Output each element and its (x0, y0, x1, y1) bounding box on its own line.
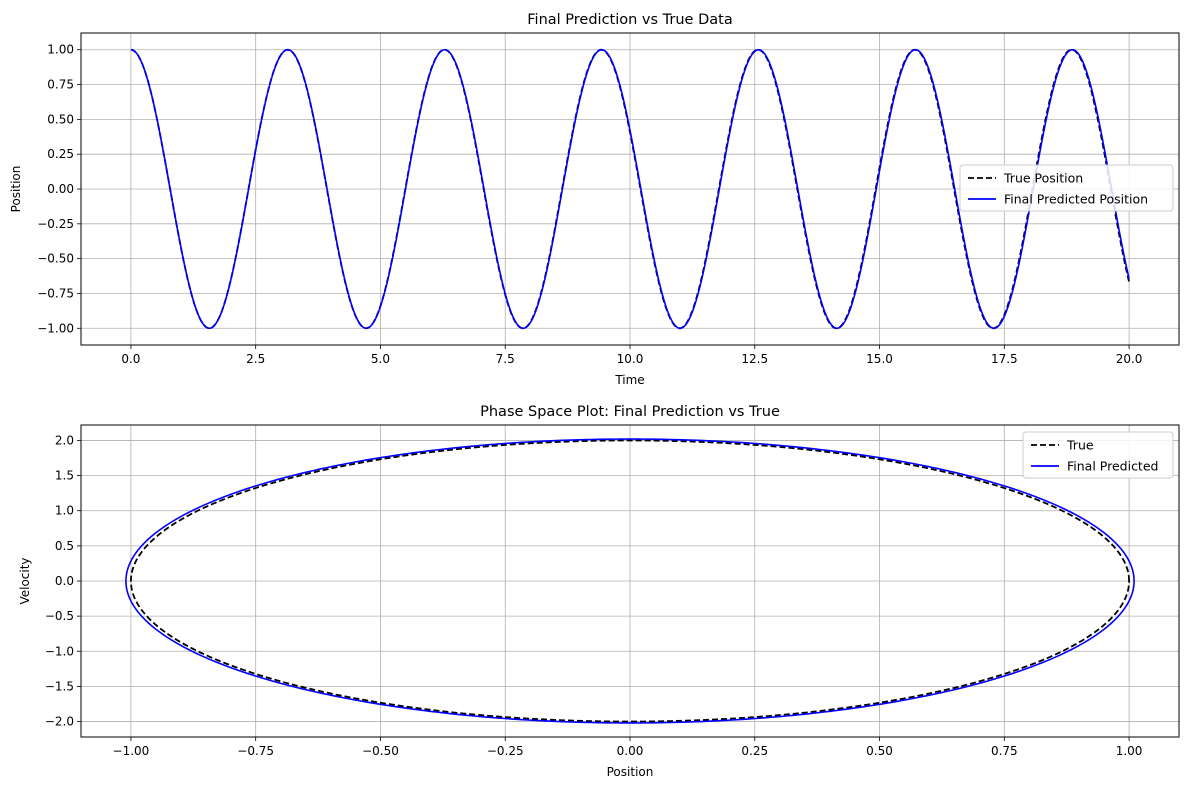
y-tick-label: 0.75 (47, 78, 74, 92)
legend: True Final Predicted (1023, 432, 1173, 478)
y-tick-label: −1.00 (37, 321, 74, 335)
x-tick-label: 1.00 (1116, 744, 1143, 758)
y-axis-label: Velocity (18, 557, 32, 604)
y-tick-label: −2.0 (45, 715, 74, 729)
y-axis-label: Position (9, 166, 23, 213)
y-tick-label: 1.00 (47, 43, 74, 57)
y-tick-label: 2.0 (55, 433, 74, 447)
legend-entry-label: Final Predicted (1067, 459, 1158, 474)
legend-entry-label: True (1066, 438, 1094, 453)
y-tick-label: 1.0 (55, 504, 74, 518)
x-tick-label: −1.00 (113, 744, 150, 758)
legend: True Position Final Predicted Position (960, 165, 1173, 211)
x-tick-label: −0.75 (237, 744, 274, 758)
x-tick-label: 0.75 (991, 744, 1018, 758)
grid (81, 425, 1179, 737)
y-tick-label: 0.00 (47, 182, 74, 196)
chart-1: 0.0 2.5 5.0 7.5 10.0 12.5 15.0 17.5 20.0 −1.00 −0.… (9, 12, 1179, 387)
x-tick-label: 0.50 (866, 744, 893, 758)
y-tick-label: −1.5 (45, 679, 74, 693)
chart-title: Phase Space Plot: Final Prediction vs Tr… (480, 404, 780, 420)
chart-2: −1.00 −0.75 −0.50 −0.25 0.00 0.25 0.50 0.75 1.00… (18, 404, 1179, 779)
x-tick-label: 15.0 (866, 352, 893, 366)
x-tick-label: 0.0 (121, 352, 140, 366)
y-tick-label: −0.5 (45, 609, 74, 623)
x-tick-label: 0.25 (741, 744, 768, 758)
x-tick-label: 10.0 (617, 352, 644, 366)
x-tick-label: 12.5 (741, 352, 768, 366)
x-tick-label: −0.50 (362, 744, 399, 758)
y-tick-label: 0.25 (47, 147, 74, 161)
x-tick-label: 5.0 (371, 352, 390, 366)
chart-title: Final Prediction vs True Data (527, 12, 732, 28)
x-tick-label: 0.00 (617, 744, 644, 758)
y-tick-label: 0.50 (47, 112, 74, 126)
x-tick-label: −0.25 (487, 744, 524, 758)
y-tick-label: 0.5 (55, 539, 74, 553)
x-axis-label: Position (607, 765, 654, 779)
legend-entry-label: Final Predicted Position (1004, 192, 1148, 207)
y-tick-label: 0.0 (55, 574, 74, 588)
x-axis-label: Time (614, 373, 644, 387)
x-tick-label: 2.5 (246, 352, 265, 366)
x-tick-label: 20.0 (1116, 352, 1143, 366)
y-tick-label: 1.5 (55, 469, 74, 483)
x-tick-label: 17.5 (991, 352, 1018, 366)
y-tick-label: −1.0 (45, 644, 74, 658)
x-tick-label: 7.5 (496, 352, 515, 366)
y-tick-label: −0.50 (37, 252, 74, 266)
y-tick-label: −0.25 (37, 217, 74, 231)
legend-entry-label: True Position (1003, 171, 1083, 186)
y-tick-label: −0.75 (37, 286, 74, 300)
